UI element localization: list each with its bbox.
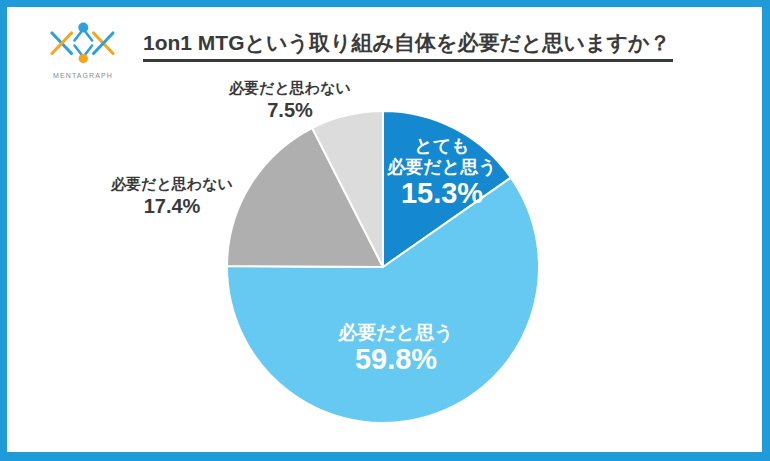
slice-label: 必要だと思わない — [111, 174, 233, 193]
chart-title: 1on1 MTGという取り組み自体を必要だと思いますか？ — [143, 29, 673, 62]
mentagraph-logo-icon — [50, 19, 116, 68]
label-not-necessary-7.5: 必要だと思わない 7.5% — [229, 78, 351, 123]
label-very-necessary-15.3: とても 必要だと思う 15.3% — [387, 136, 496, 208]
infographic-canvas: MENTAGRAPH 1on1 MTGという取り組み自体を必要だと思いますか？ … — [7, 7, 762, 452]
slice-percent: 17.4% — [111, 193, 233, 219]
slice-label-line1: とても — [387, 136, 496, 157]
label-necessary-59.8: 必要だと思う 59.8% — [338, 322, 453, 375]
slice-percent: 59.8% — [338, 344, 453, 375]
slice-label-line2: 必要だと思う — [387, 157, 496, 178]
brand-name: MENTAGRAPH — [50, 72, 116, 79]
slice-percent: 7.5% — [229, 97, 351, 123]
slice-label: 必要だと思わない — [229, 78, 351, 97]
slice-percent: 15.3% — [387, 178, 496, 208]
slice-label: 必要だと思う — [338, 322, 453, 344]
label-not-necessary-17.4: 必要だと思わない 17.4% — [111, 174, 233, 219]
